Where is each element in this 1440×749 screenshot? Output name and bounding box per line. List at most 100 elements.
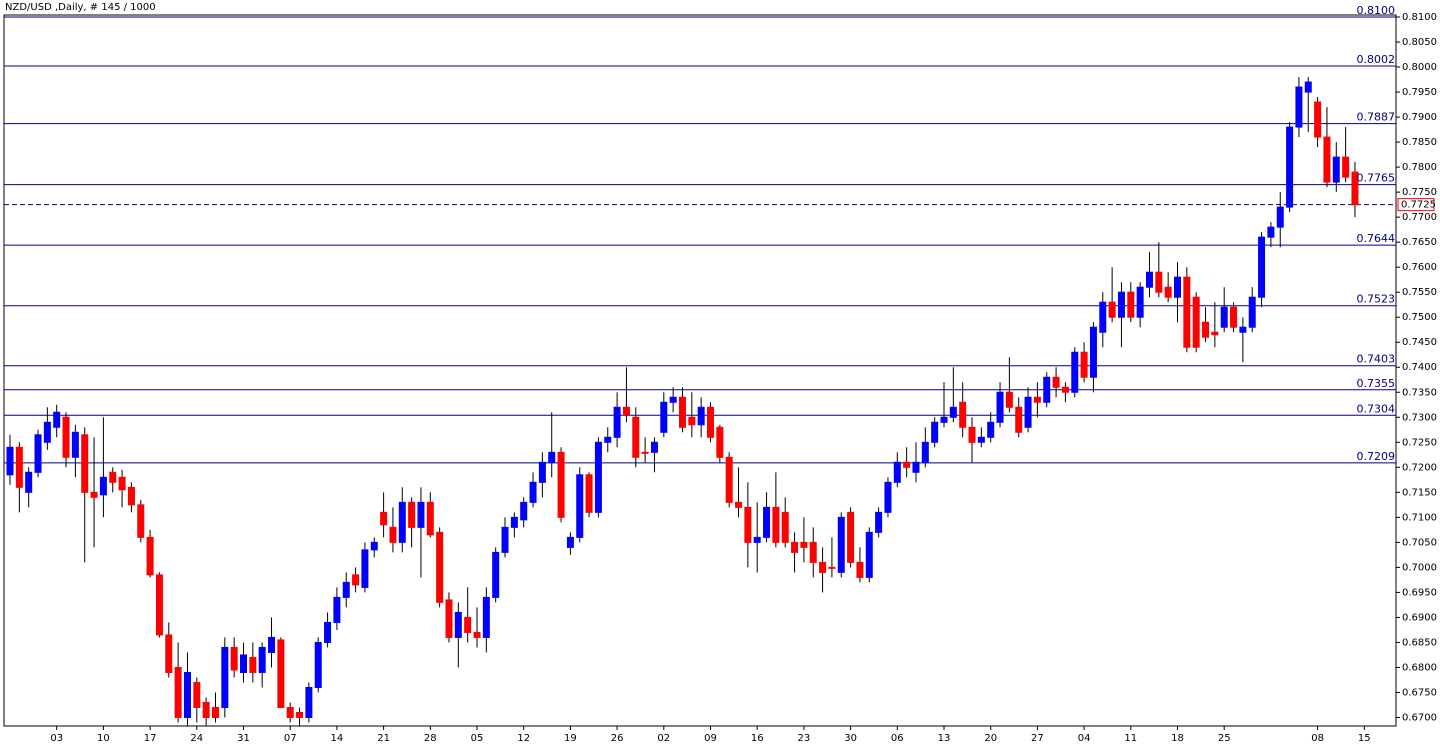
x-tick-label: 03 — [50, 733, 63, 744]
candle-body — [622, 406, 630, 416]
x-tick-label: 24 — [190, 733, 203, 744]
candle-body — [1314, 101, 1322, 138]
y-tick-label: 0.8000 — [1402, 62, 1437, 73]
candle-body — [286, 706, 294, 718]
candle-body — [1043, 376, 1051, 403]
candle-body — [1127, 291, 1135, 318]
candle-body — [34, 434, 42, 473]
candle-body — [1015, 406, 1023, 433]
y-tick-label: 0.7300 — [1402, 412, 1437, 423]
level-label: 0.7644 — [1357, 232, 1396, 245]
candle-body — [977, 436, 985, 443]
candle-body — [1211, 331, 1219, 336]
candle-body — [548, 451, 556, 463]
candle-body — [697, 406, 705, 426]
x-tick-label: 18 — [1171, 733, 1184, 744]
candle-body — [940, 416, 948, 423]
level-label: 0.8002 — [1357, 53, 1396, 66]
candle-body — [202, 701, 210, 718]
y-tick-label: 0.7250 — [1402, 437, 1437, 448]
candle-body — [987, 421, 995, 438]
candle-body — [501, 526, 509, 553]
candle-body — [893, 461, 901, 483]
candle-body — [1248, 296, 1256, 328]
candle-body — [678, 396, 686, 428]
candle-body — [1033, 396, 1041, 403]
candle-body — [529, 481, 537, 503]
y-tick-label: 0.7100 — [1402, 512, 1437, 523]
current-price-label: 0.7725 — [1401, 200, 1436, 211]
candle-body — [594, 441, 602, 513]
candle-body — [1136, 286, 1144, 318]
y-tick-label: 0.7050 — [1402, 537, 1437, 548]
candle-body — [604, 436, 612, 443]
x-tick-label: 25 — [1218, 733, 1231, 744]
plot-frame — [3, 14, 1397, 727]
candle-body — [968, 426, 976, 443]
y-tick-label: 0.6900 — [1402, 612, 1437, 623]
candle-body — [1351, 171, 1359, 206]
x-tick-label: 04 — [1078, 733, 1091, 744]
candle-body — [875, 511, 883, 533]
candle-body — [1304, 81, 1312, 93]
y-tick-label: 0.8100 — [1402, 12, 1437, 23]
x-tick-label: 30 — [844, 733, 857, 744]
candle-body — [15, 446, 23, 488]
y-tick-label: 0.7950 — [1402, 87, 1437, 98]
candle-body — [1080, 351, 1088, 378]
candle-body — [1230, 306, 1238, 328]
candle-body — [258, 646, 266, 673]
x-tick-label: 23 — [798, 733, 811, 744]
x-tick-label: 28 — [424, 733, 437, 744]
candle-body — [1024, 396, 1032, 428]
x-tick-label: 31 — [237, 733, 250, 744]
candle-body — [127, 486, 135, 506]
level-label: 0.7355 — [1357, 377, 1396, 390]
level-label: 0.7523 — [1357, 293, 1396, 306]
candle-body — [744, 506, 752, 543]
candle-body — [118, 476, 126, 491]
candle-body — [1005, 391, 1013, 408]
x-tick-label: 11 — [1124, 733, 1137, 744]
level-label: 0.7304 — [1357, 402, 1396, 415]
candle-body — [959, 401, 967, 428]
candle-body — [1239, 326, 1247, 333]
candle-body — [436, 531, 444, 603]
candle-body — [426, 501, 434, 536]
candle-body — [174, 666, 182, 718]
y-tick-label: 0.6800 — [1402, 662, 1437, 673]
plot-area — [4, 16, 1396, 726]
candle-body — [632, 416, 640, 458]
x-tick-label: 08 — [1311, 733, 1324, 744]
y-tick-label: 0.7850 — [1402, 137, 1437, 148]
candle-body — [781, 511, 789, 543]
x-tick-label: 21 — [377, 733, 390, 744]
level-label: 0.7887 — [1357, 111, 1396, 124]
candle-body — [791, 541, 799, 553]
candle-body — [510, 516, 518, 528]
candle-body — [43, 421, 51, 443]
candle-body — [211, 706, 219, 718]
candle-body — [949, 406, 957, 418]
y-tick-label: 0.7650 — [1402, 237, 1437, 248]
candle-body — [221, 646, 229, 708]
candle-body — [398, 501, 406, 543]
candle-body — [800, 541, 808, 548]
candle-body — [1117, 291, 1125, 318]
candle-body — [1164, 286, 1172, 298]
candle-body — [277, 639, 285, 708]
x-tick-label: 07 — [284, 733, 297, 744]
candle-body — [137, 504, 145, 538]
candle-body — [725, 456, 733, 503]
candle-body — [566, 536, 574, 548]
y-tick-label: 0.6750 — [1402, 687, 1437, 698]
candle-body — [856, 561, 864, 578]
candle-body — [380, 511, 388, 526]
x-tick-label: 10 — [97, 733, 110, 744]
candle-body — [109, 471, 117, 483]
candle-body — [650, 441, 658, 453]
candle-body — [464, 616, 472, 633]
candle-body — [305, 686, 313, 718]
candle-body — [53, 411, 61, 428]
candle-body — [865, 531, 873, 578]
